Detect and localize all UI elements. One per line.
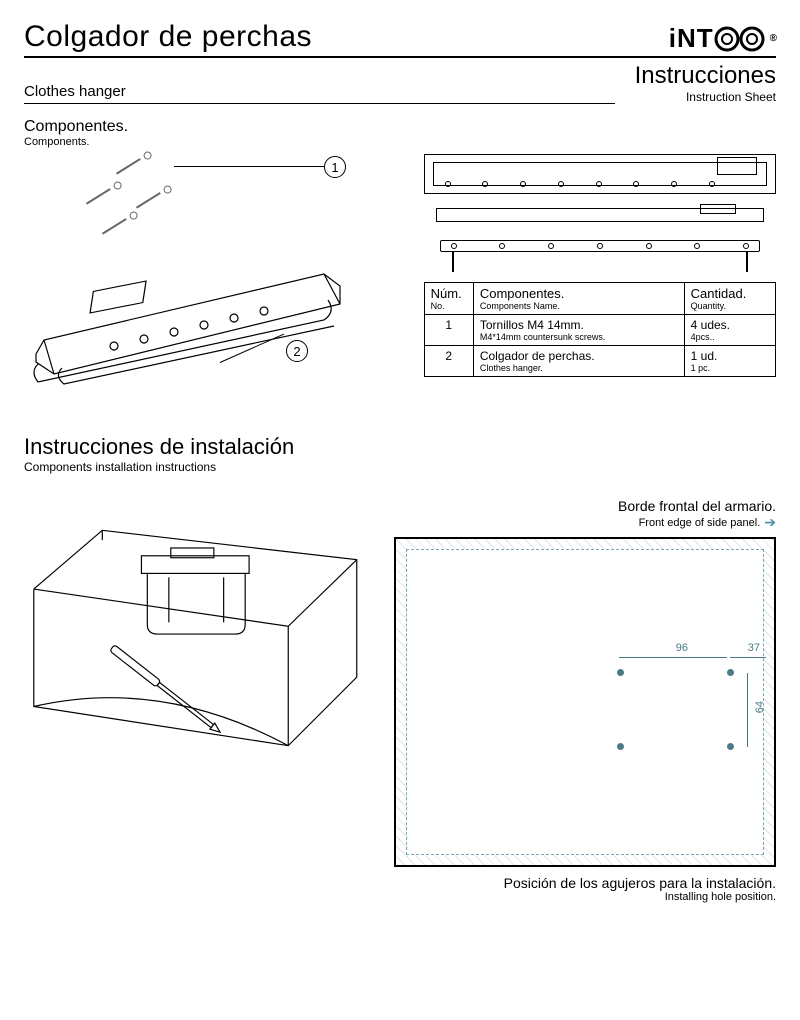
hole-position-block: Borde frontal del armario. Front edge of…: [394, 498, 776, 903]
th-num-es: Núm.: [431, 286, 462, 301]
subtitle-block: Clothes hanger: [24, 83, 615, 104]
cell-qty-es: 4 udes.: [691, 318, 769, 332]
components-right-column: Núm.No. Componentes.Components Name. Can…: [424, 154, 776, 414]
install-heading: Instrucciones de instalación Components …: [24, 434, 776, 474]
cell-qty-en: 1 pc.: [691, 363, 769, 373]
cell-no: 2: [424, 346, 473, 377]
page-title: Colgador de perchas: [24, 20, 312, 54]
th-qty-en: Quantity.: [691, 301, 769, 311]
cell-name-en: Clothes hanger.: [480, 363, 678, 373]
callout-1: 1: [324, 156, 346, 178]
hole-dot: [727, 669, 734, 676]
dim-64: 64: [754, 701, 766, 713]
callout-2-text: 2: [293, 344, 300, 359]
cell-qty-es: 1 ud.: [691, 349, 769, 363]
hole-dot: [617, 669, 624, 676]
table-row: 2 Colgador de perchas.Clothes hanger. 1 …: [424, 346, 775, 377]
th-comp-en: Components Name.: [480, 301, 678, 311]
install-heading-en: Components installation instructions: [24, 460, 776, 474]
divider: [24, 56, 776, 58]
install-row: Borde frontal del armario. Front edge of…: [24, 498, 776, 903]
hole-dot: [617, 743, 624, 750]
hanger-front-view: [424, 204, 776, 272]
instructions-label-block: Instrucciones Instruction Sheet: [635, 62, 776, 104]
hole-dot: [727, 743, 734, 750]
leader-line: [174, 166, 324, 167]
header-row: Colgador de perchas iNT ®: [24, 20, 776, 54]
table-row: 1 Tornillos M4 14mm.M4*14mm countersunk …: [424, 315, 775, 346]
install-heading-es: Instrucciones de instalación: [24, 434, 776, 460]
screw-icon: [135, 184, 173, 212]
dim-96: 96: [676, 642, 688, 654]
callout-2: 2: [286, 340, 308, 362]
cell-name-es: Colgador de perchas.: [480, 349, 678, 363]
table-header-row: Núm.No. Componentes.Components Name. Can…: [424, 283, 775, 315]
components-heading: Componentes. Components.: [24, 118, 776, 148]
components-heading-es: Componentes.: [24, 118, 776, 136]
th-comp-es: Componentes.: [480, 286, 565, 301]
th-num-en: No.: [431, 301, 467, 311]
sub-header-row: Clothes hanger Instrucciones Instruction…: [24, 62, 776, 104]
cell-name-en: M4*14mm countersunk screws.: [480, 332, 678, 342]
title-block: Colgador de perchas: [24, 20, 312, 54]
edge-label-en-text: Front edge of side panel.: [639, 517, 761, 529]
cell-name-es: Tornillos M4 14mm.: [480, 318, 678, 332]
cell-qty-en: 4pcs..: [691, 332, 769, 342]
instrucciones-label: Instrucciones: [635, 62, 776, 90]
callout-1-text: 1: [331, 160, 338, 175]
subtitle-en: Clothes hanger: [24, 83, 126, 100]
hole-pos-label-es: Posición de los agujeros para la instala…: [394, 875, 776, 891]
instruction-sheet-label: Instruction Sheet: [635, 90, 776, 104]
brand-logo: iNT ®: [669, 23, 776, 54]
edge-label-es: Borde frontal del armario.: [394, 498, 776, 514]
screw-icon: [115, 150, 153, 178]
dim-line-v: [747, 673, 748, 747]
dim-37: 37: [748, 642, 760, 654]
hanger-top-view: [424, 154, 776, 194]
dim-line: [619, 657, 727, 658]
arrow-right-icon: ➔: [764, 514, 776, 531]
screw-icon: [85, 180, 123, 208]
hole-pos-label-en: Installing hole position.: [394, 891, 776, 903]
dim-line: [730, 657, 766, 658]
components-row: 1 2: [24, 154, 776, 414]
components-heading-en: Components.: [24, 136, 776, 148]
edge-label-en: Front edge of side panel. ➔: [394, 514, 776, 531]
exploded-diagram: 1 2: [24, 154, 406, 414]
components-table: Núm.No. Componentes.Components Name. Can…: [424, 282, 776, 377]
install-diagram: [24, 498, 376, 778]
panel-diagram: 96 37 64: [394, 537, 776, 867]
cell-no: 1: [424, 315, 473, 346]
th-qty-es: Cantidad.: [691, 286, 747, 301]
